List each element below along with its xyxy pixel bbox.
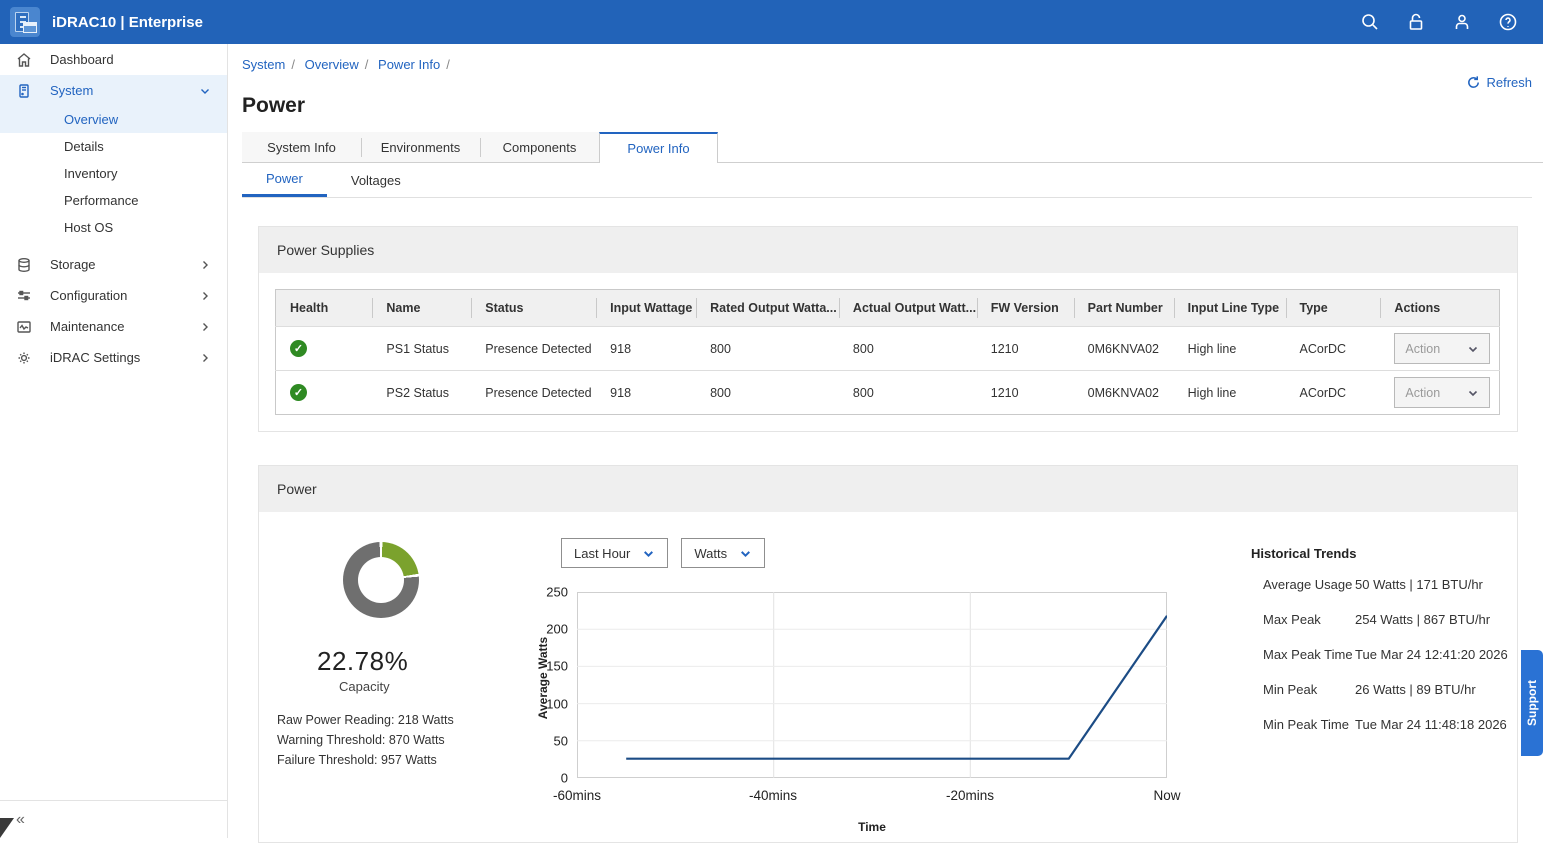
warning-threshold: Warning Threshold: 870 Watts bbox=[277, 730, 539, 750]
power-section: Power 22.78% Capacity Raw Power Reading:… bbox=[258, 465, 1518, 843]
chevron-right-icon bbox=[199, 352, 211, 364]
x-axis-label: Time bbox=[858, 820, 886, 834]
trend-min-peak: Min Peak 26 Watts | 89 BTU/hr bbox=[1251, 682, 1517, 697]
unit-dropdown[interactable]: Watts bbox=[681, 538, 765, 568]
tab-components[interactable]: Components bbox=[480, 132, 599, 163]
trend-average-usage: Average Usage 50 Watts | 171 BTU/hr bbox=[1251, 577, 1517, 592]
chevron-down-icon bbox=[1467, 387, 1479, 399]
sidebar-item-configuration[interactable]: Configuration bbox=[0, 280, 227, 311]
health-ok-icon: ✓ bbox=[290, 384, 307, 401]
idrac-logo-icon bbox=[10, 7, 40, 37]
chevron-down-icon bbox=[642, 547, 655, 560]
breadcrumb-system[interactable]: System bbox=[242, 57, 285, 72]
breadcrumb-overview[interactable]: Overview bbox=[305, 57, 359, 72]
sidebar-item-dashboard[interactable]: Dashboard bbox=[0, 44, 227, 75]
sidebar-footer: « bbox=[0, 800, 227, 838]
subtab-bar: Power Voltages bbox=[242, 163, 1532, 198]
subtab-power[interactable]: Power bbox=[242, 163, 327, 197]
power-series-line bbox=[626, 616, 1167, 759]
sidebar-item-maintenance[interactable]: Maintenance bbox=[0, 311, 227, 342]
health-ok-icon: ✓ bbox=[290, 340, 307, 357]
sidebar-item-system[interactable]: System bbox=[0, 75, 227, 106]
gear-icon bbox=[16, 350, 32, 366]
trend-max-peak: Max Peak 254 Watts | 867 BTU/hr bbox=[1251, 612, 1517, 627]
chevron-right-icon bbox=[199, 259, 211, 271]
power-supplies-table: Health Name Status Input Wattage Rated O… bbox=[275, 289, 1500, 415]
chart-panel: Last Hour Watts bbox=[539, 534, 1229, 842]
table-row-ps1: ✓ PS1 Status Presence Detected 918 800 8… bbox=[276, 327, 1500, 371]
top-bar: iDRAC10 | Enterprise bbox=[0, 0, 1543, 44]
sidebar-item-details[interactable]: Details bbox=[0, 133, 227, 160]
period-dropdown[interactable]: Last Hour bbox=[561, 538, 668, 568]
tab-system-info[interactable]: System Info bbox=[242, 132, 361, 163]
database-icon bbox=[16, 257, 32, 273]
chevron-down-icon bbox=[199, 85, 211, 97]
chevron-down-icon bbox=[739, 547, 752, 560]
mouse-cursor bbox=[0, 818, 14, 838]
refresh-icon bbox=[1466, 75, 1481, 90]
sidebar-item-overview[interactable]: Overview bbox=[0, 106, 227, 133]
refresh-button[interactable]: Refresh bbox=[1466, 75, 1532, 90]
search-icon[interactable] bbox=[1359, 11, 1381, 33]
lock-icon[interactable] bbox=[1405, 11, 1427, 33]
sliders-icon bbox=[16, 288, 32, 304]
historical-trends-panel: Historical Trends Average Usage 50 Watts… bbox=[1229, 534, 1517, 842]
sidebar-item-inventory[interactable]: Inventory bbox=[0, 160, 227, 187]
power-supplies-header: Power Supplies bbox=[259, 227, 1517, 273]
user-icon[interactable] bbox=[1451, 11, 1473, 33]
y-axis-label: Average Watts bbox=[536, 623, 550, 733]
raw-power-reading: Raw Power Reading: 218 Watts bbox=[277, 710, 539, 730]
server-icon bbox=[16, 83, 32, 99]
sidebar-item-storage[interactable]: Storage bbox=[0, 249, 227, 280]
capacity-label: Capacity bbox=[339, 679, 539, 694]
page-title: Power bbox=[242, 94, 1543, 118]
power-header: Power bbox=[259, 466, 1517, 512]
power-supplies-section: Power Supplies Health Name Status bbox=[258, 226, 1518, 432]
home-icon bbox=[16, 52, 32, 68]
monitor-pulse-icon bbox=[16, 319, 32, 335]
subtab-voltages[interactable]: Voltages bbox=[327, 163, 425, 197]
tab-environments[interactable]: Environments bbox=[361, 132, 480, 163]
chevron-right-icon bbox=[199, 290, 211, 302]
tab-bar: System Info Environments Components Powe… bbox=[242, 132, 1543, 163]
ps1-action-dropdown[interactable]: Action bbox=[1394, 333, 1490, 364]
capacity-panel: 22.78% Capacity Raw Power Reading: 218 W… bbox=[259, 534, 539, 842]
sidebar-item-performance[interactable]: Performance bbox=[0, 187, 227, 214]
table-row-ps2: ✓ PS2 Status Presence Detected 918 800 8… bbox=[276, 371, 1500, 415]
ps2-action-dropdown[interactable]: Action bbox=[1394, 377, 1490, 408]
capacity-percent: 22.78% bbox=[317, 646, 539, 677]
tab-power-info[interactable]: Power Info bbox=[599, 132, 718, 163]
breadcrumb-power-info[interactable]: Power Info bbox=[378, 57, 440, 72]
chevron-down-icon bbox=[1467, 343, 1479, 355]
support-tab[interactable]: Support bbox=[1521, 650, 1543, 756]
table-header-row: Health Name Status Input Wattage Rated O… bbox=[276, 290, 1500, 327]
main-content: System/ Overview/ Power Info/ Refresh Po… bbox=[228, 44, 1543, 838]
breadcrumb: System/ Overview/ Power Info/ bbox=[242, 57, 456, 72]
power-line-chart: 250 200 150 100 50 0 -60mins -40mins -20… bbox=[577, 592, 1167, 778]
trend-max-peak-time: Max Peak Time Tue Mar 24 12:41:20 2026 bbox=[1251, 647, 1517, 662]
chevron-right-icon bbox=[199, 321, 211, 333]
sidebar-item-host-os[interactable]: Host OS bbox=[0, 214, 227, 241]
help-icon[interactable] bbox=[1497, 11, 1519, 33]
app-title: iDRAC10 | Enterprise bbox=[52, 14, 203, 31]
historical-trends-title: Historical Trends bbox=[1251, 546, 1517, 561]
sidebar: Dashboard System Overview Details Invent… bbox=[0, 44, 228, 838]
failure-threshold: Failure Threshold: 957 Watts bbox=[277, 750, 539, 770]
sidebar-collapse-icon[interactable]: « bbox=[16, 811, 25, 829]
trend-min-peak-time: Min Peak Time Tue Mar 24 11:48:18 2026 bbox=[1251, 717, 1517, 732]
sidebar-item-idrac-settings[interactable]: iDRAC Settings bbox=[0, 342, 227, 373]
